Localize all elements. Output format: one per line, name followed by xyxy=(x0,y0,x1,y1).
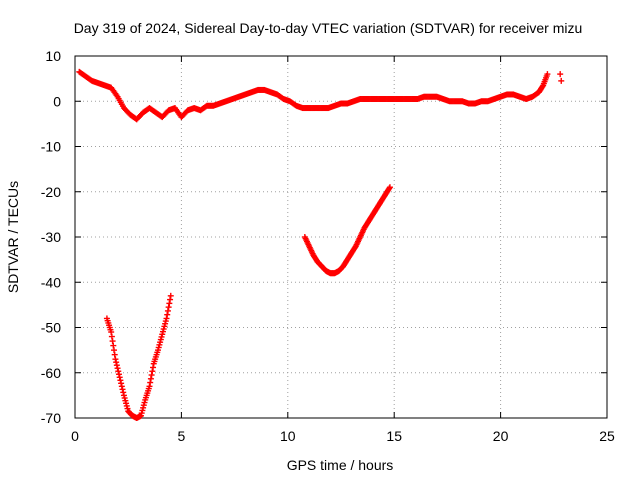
data-point xyxy=(149,368,156,375)
y-tick-label: -20 xyxy=(41,184,61,200)
data-point xyxy=(147,375,154,382)
x-tick-label: 10 xyxy=(280,428,296,444)
data-point xyxy=(119,386,126,393)
y-tick-label: -30 xyxy=(41,229,61,245)
series-mid-dip xyxy=(301,184,393,277)
tick-labels: 0 5 10 15 20 25 10 0 -10 -20 -30 -40 -50 -60 -70 xyxy=(41,48,615,444)
data-point xyxy=(147,379,154,386)
data-point xyxy=(148,372,155,379)
data-point xyxy=(120,389,127,396)
x-tick-label: 0 xyxy=(71,428,79,444)
data-point xyxy=(115,368,122,375)
data-point xyxy=(111,347,118,354)
data-point xyxy=(108,329,115,336)
data-point xyxy=(114,365,121,372)
y-tick-label: -60 xyxy=(41,365,61,381)
data-point xyxy=(166,300,173,307)
data-point xyxy=(164,311,171,318)
data-point xyxy=(146,383,153,390)
data-point xyxy=(117,377,124,384)
y-tick-label: -50 xyxy=(41,320,61,336)
series-early-dip xyxy=(103,292,174,421)
data-point xyxy=(165,304,172,311)
axis-ticks xyxy=(74,55,608,419)
data-point xyxy=(116,374,123,381)
data-point xyxy=(386,184,393,191)
y-tick-label: -10 xyxy=(41,139,61,155)
data-point xyxy=(558,77,565,84)
y-tick-label: 10 xyxy=(45,48,61,64)
data-point xyxy=(164,307,171,314)
series-isolated-points xyxy=(557,71,565,84)
chart-title: Day 319 of 2024, Sidereal Day-to-day VTE… xyxy=(74,20,583,36)
series-near-zero-trend xyxy=(76,68,551,123)
x-tick-label: 15 xyxy=(386,428,402,444)
data-point xyxy=(113,359,120,366)
x-tick-label: 20 xyxy=(493,428,509,444)
data-point xyxy=(150,364,157,371)
data-point xyxy=(386,185,393,192)
x-tick-label: 5 xyxy=(178,428,186,444)
data-point xyxy=(118,383,125,390)
y-tick-label: -40 xyxy=(41,274,61,290)
data-point xyxy=(109,338,116,345)
data-point xyxy=(112,356,119,363)
data-point xyxy=(115,371,122,378)
x-tick-label: 25 xyxy=(599,428,615,444)
data-point xyxy=(108,333,115,340)
data-point xyxy=(111,351,118,358)
y-tick-label: 0 xyxy=(53,93,61,109)
y-axis-label: SDTVAR / TECUs xyxy=(5,181,21,293)
data-point xyxy=(113,362,120,369)
data-points xyxy=(76,68,565,421)
data-point xyxy=(544,71,551,78)
x-axis-label: GPS time / hours xyxy=(287,457,394,473)
data-point xyxy=(167,292,174,299)
data-point xyxy=(110,342,117,349)
data-point xyxy=(539,83,546,90)
data-point xyxy=(118,380,125,387)
y-tick-label: -70 xyxy=(41,410,61,426)
data-point xyxy=(167,296,174,303)
data-point xyxy=(163,315,170,322)
data-point xyxy=(557,71,564,78)
